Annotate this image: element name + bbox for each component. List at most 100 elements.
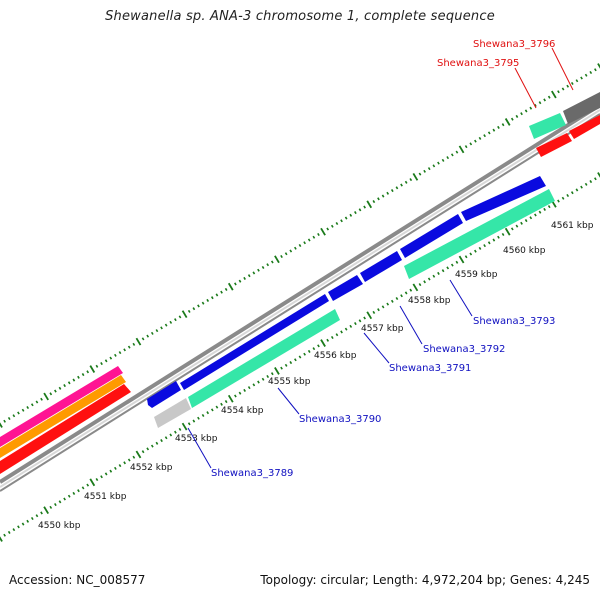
major-tick <box>458 255 465 264</box>
minor-tick <box>363 205 366 209</box>
tick-label-4560: 4560 kbp <box>503 246 546 256</box>
minor-tick <box>21 408 25 412</box>
minor-tick <box>344 327 348 331</box>
minor-tick <box>557 199 560 203</box>
major-tick <box>320 227 326 236</box>
minor-tick <box>7 416 11 421</box>
minor-tick <box>40 397 43 401</box>
minor-tick <box>201 413 205 418</box>
minor-tick <box>58 500 62 504</box>
gene-label-shewana3-3791[interactable]: Shewana3_3791 <box>389 363 471 374</box>
minor-tick <box>127 458 131 462</box>
minor-tick <box>243 276 246 280</box>
minor-tick <box>483 134 486 138</box>
minor-tick <box>372 310 376 314</box>
minor-tick <box>187 309 191 313</box>
minor-tick <box>400 294 403 298</box>
minor-tick <box>330 335 334 340</box>
accession-text: Accession: NC_008577 <box>9 573 146 587</box>
minor-tick <box>497 125 500 129</box>
minor-tick <box>298 355 302 359</box>
gene-label-shewana3-3792[interactable]: Shewana3_3792 <box>423 344 505 355</box>
minor-tick <box>377 308 380 312</box>
minor-tick <box>141 450 145 454</box>
minor-tick <box>464 145 468 149</box>
major-tick <box>0 536 3 542</box>
tick-label-4557: 4557 kbp <box>361 324 404 334</box>
red-feature-right-2 <box>569 115 600 139</box>
minor-tick <box>114 466 117 470</box>
red-feature-right-1 <box>536 133 572 157</box>
minor-tick <box>455 150 459 154</box>
gene-label-shewana3-3795[interactable]: Shewana3_3795 <box>437 58 519 69</box>
minor-tick <box>54 389 57 393</box>
leader-line-3792 <box>399 305 423 345</box>
minor-tick <box>284 252 288 256</box>
minor-tick <box>160 439 163 443</box>
minor-tick <box>280 254 283 259</box>
minor-tick <box>146 334 150 338</box>
minor-tick <box>100 475 103 479</box>
minor-tick <box>247 386 251 390</box>
minor-tick <box>501 123 505 127</box>
minor-tick <box>354 322 357 326</box>
major-tick <box>43 392 49 401</box>
minor-tick <box>150 444 154 448</box>
minor-tick <box>372 200 376 204</box>
minor-tick <box>538 101 542 105</box>
minor-tick <box>464 255 468 259</box>
minor-tick <box>58 386 62 390</box>
gene-label-shewana3-3789[interactable]: Shewana3_3789 <box>211 468 293 479</box>
minor-tick <box>150 331 154 335</box>
major-tick <box>43 506 49 515</box>
minor-tick <box>409 288 413 292</box>
minor-tick <box>234 394 237 398</box>
minor-tick <box>547 205 551 209</box>
minor-tick <box>437 271 440 275</box>
cds-forward-6 <box>461 176 546 221</box>
minor-tick <box>584 182 588 186</box>
minor-tick <box>169 320 173 324</box>
minor-tick <box>132 342 136 346</box>
tick-label-4554: 4554 kbp <box>221 406 264 416</box>
minor-tick <box>220 402 223 406</box>
gene-label-shewana3-3790[interactable]: Shewana3_3790 <box>299 414 381 425</box>
tick-label-4559: 4559 kbp <box>455 270 498 280</box>
minor-tick <box>238 279 242 283</box>
minor-tick <box>349 213 353 217</box>
minor-tick <box>284 363 288 367</box>
minor-tick <box>298 243 302 248</box>
leader-line-3796 <box>551 47 574 91</box>
minor-tick <box>594 68 597 72</box>
gene-label-shewana3-3793[interactable]: Shewana3_3793 <box>473 316 555 327</box>
leader-line-3795 <box>514 67 537 109</box>
minor-tick <box>104 359 108 363</box>
leader-line-3793 <box>449 279 473 317</box>
minor-tick <box>441 269 445 273</box>
minor-tick <box>86 483 90 487</box>
minor-tick <box>538 210 542 214</box>
minor-tick <box>344 216 348 220</box>
gene-label-shewana3-3796[interactable]: Shewana3_3796 <box>473 39 555 50</box>
minor-tick <box>515 114 519 118</box>
minor-tick <box>104 472 108 476</box>
minor-tick <box>266 374 270 379</box>
minor-tick <box>35 514 39 518</box>
minor-tick <box>160 326 163 330</box>
minor-tick <box>155 329 159 333</box>
major-tick <box>181 310 188 319</box>
minor-tick <box>109 469 113 473</box>
minor-tick <box>543 98 546 102</box>
minor-tick <box>21 522 25 526</box>
minor-tick <box>307 349 311 353</box>
minor-tick <box>266 263 270 267</box>
minor-tick <box>81 373 85 377</box>
minor-tick <box>30 516 34 521</box>
minor-tick <box>270 260 274 264</box>
minor-tick <box>261 265 265 269</box>
minor-tick <box>404 180 408 184</box>
minor-tick <box>478 246 482 250</box>
backbone-outer <box>0 103 600 484</box>
minor-tick <box>312 347 316 351</box>
